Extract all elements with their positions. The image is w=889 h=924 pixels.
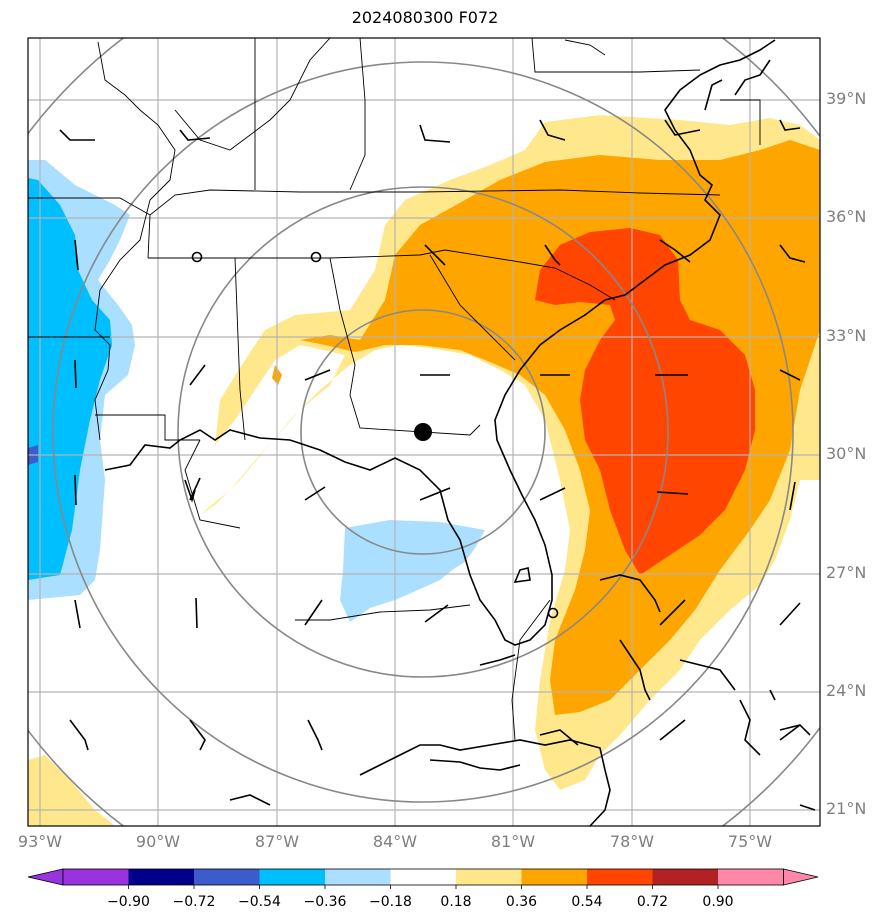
lon-label: 87°W (254, 832, 300, 851)
contour-orange-main (300, 140, 820, 715)
colorbar-tick-label: −0.72 (172, 894, 216, 910)
lat-label: 21°N (826, 799, 867, 818)
contour-red-orange-core (535, 228, 755, 575)
colorbar-segment (456, 869, 522, 885)
lat-label: 27°N (826, 563, 867, 582)
calm-station-markers (191, 251, 559, 619)
colorbar-extend-high (783, 868, 819, 886)
lon-label: 84°W (372, 832, 418, 851)
colorbar (27, 868, 819, 889)
colorbar-segment (718, 869, 784, 885)
map-frame (27, 37, 821, 827)
colorbar-segment (652, 869, 718, 885)
contour-blue-west (28, 178, 112, 580)
colorbar-segment (521, 869, 587, 885)
colorbar-tick-label: −0.90 (107, 894, 150, 910)
colorbar-tick-label: 0.18 (440, 894, 472, 910)
gridlines (28, 38, 820, 826)
colorbar-segment (63, 869, 129, 885)
plot-title: 2024080300 F072 (351, 8, 499, 27)
lon-label: 90°W (135, 832, 181, 851)
colorbar-segment (587, 869, 653, 885)
lon-label: 78°W (609, 832, 655, 851)
contour-light-yellow-sw (28, 755, 115, 826)
colorbar-frame (62, 868, 784, 886)
contour-fills (28, 115, 820, 826)
colorbar-extend-low (27, 868, 64, 886)
colorbar-segment (325, 869, 391, 885)
coastlines (104, 39, 816, 826)
lon-label: 81°W (490, 832, 536, 851)
lat-label: 39°N (826, 89, 867, 108)
colorbar-segment (128, 869, 194, 885)
lat-label: 30°N (826, 444, 867, 463)
river-lines (94, 38, 331, 441)
colorbar-tick-label: −0.54 (238, 894, 281, 910)
colorbar-tick-label: 0.54 (571, 894, 603, 910)
lat-label: 33°N (826, 326, 867, 345)
colorbar-tick-label: −0.36 (303, 894, 347, 910)
colorbar-segment (259, 869, 325, 885)
colorbar-ticks (128, 885, 719, 889)
colorbar-tick-label: 0.36 (505, 894, 538, 910)
colorbar-tick-label: 0.72 (636, 894, 669, 910)
lat-label: 36°N (826, 207, 867, 226)
colorbar-tick-label: 0.90 (702, 894, 734, 910)
storm-center-marker (414, 423, 432, 441)
colorbar-segment (194, 869, 260, 885)
state-borders (28, 38, 761, 741)
colorbar-segment (390, 869, 456, 885)
colorbar-tick-label: −0.18 (369, 894, 412, 910)
lat-label: 24°N (826, 681, 867, 700)
wind-barbs (59, 119, 806, 751)
lon-label: 75°W (727, 832, 773, 851)
lon-label: 93°W (17, 832, 63, 851)
